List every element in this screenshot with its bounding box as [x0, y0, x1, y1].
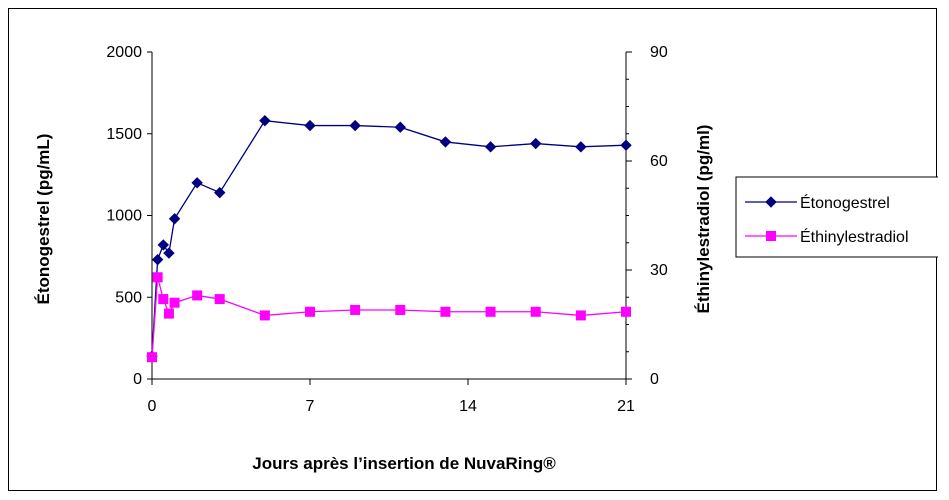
y-left-tick-label: 1500	[106, 126, 142, 143]
series-1-point	[530, 137, 542, 150]
series-1-point	[163, 247, 175, 259]
series-1-point	[484, 141, 497, 153]
series-2-point	[158, 294, 169, 305]
series-2-point	[350, 304, 361, 315]
legend-marker-2	[766, 231, 776, 241]
series-2-point	[305, 306, 315, 317]
y-right-tick-label: 90	[650, 44, 668, 61]
series-2-point	[214, 294, 225, 305]
series-2-point	[259, 310, 270, 321]
series-1-point	[349, 119, 361, 132]
series-2-point	[575, 310, 586, 321]
series-line-2	[151, 277, 627, 358]
series-2-point	[530, 306, 541, 317]
series-2-point	[163, 308, 174, 319]
legend: Étonogestrel Éthinylestradiol	[735, 176, 938, 258]
x-tick-label: 21	[617, 398, 635, 415]
series-1-point	[157, 239, 169, 251]
x-tick-label: 7	[306, 398, 315, 415]
series-1-point	[304, 119, 316, 132]
series-1-point	[575, 141, 587, 153]
y-right-tick-label: 60	[650, 153, 668, 170]
series-2-point	[395, 304, 406, 315]
y-left-tick-label: 0	[133, 371, 142, 388]
series-1-point	[191, 177, 203, 189]
y-left-tick-label: 500	[115, 289, 142, 306]
series-1-point	[214, 186, 226, 199]
series-2-point	[152, 272, 163, 283]
y-right-tick-label: 30	[650, 262, 668, 279]
axes-layer: 0 500 1000 1500 2000 0 30 60 90 0 7 14 21	[106, 44, 667, 415]
series-2-point	[440, 306, 451, 317]
series-2-point	[169, 297, 180, 308]
series-2-point	[621, 306, 631, 317]
y-axis-left-title: Étonogestrel (pg/mL)	[34, 134, 53, 305]
legend-marker-1	[765, 196, 777, 208]
series-layer	[146, 114, 632, 363]
series-2-point	[192, 290, 203, 301]
legend-items: Étonogestrel Éthinylestradiol	[745, 193, 909, 246]
series-2-point	[147, 352, 157, 363]
legend-box	[735, 176, 938, 258]
legend-label-2: Éthinylestradiol	[800, 227, 909, 246]
series-1-point	[620, 139, 632, 151]
y-left-tick-label: 1000	[106, 208, 142, 225]
x-tick-label: 0	[148, 398, 157, 415]
series-line-1	[151, 119, 627, 357]
chart-svg: 0 500 1000 1500 2000 0 30 60 90 0 7 14 21 Jours aprè…	[34, 44, 938, 473]
y-right-tick-label: 0	[650, 371, 659, 388]
chart-frame: 0 500 1000 1500 2000 0 30 60 90 0 7 14 21 Jours aprè…	[8, 8, 938, 491]
series-1-point	[439, 136, 452, 148]
y-axis-right-title: Éthinylestradiol (pg/ml)	[694, 125, 713, 314]
y-left-tick-label: 2000	[106, 44, 142, 61]
series-2-point	[485, 306, 496, 317]
series-1-point	[151, 253, 164, 266]
x-tick-label: 14	[459, 398, 477, 415]
series-1-point	[168, 213, 181, 225]
legend-label-1: Étonogestrel	[800, 193, 890, 212]
series-1-point	[394, 121, 406, 133]
series-1-point	[259, 114, 271, 127]
x-axis-title: Jours après l’insertion de NuvaRing®	[252, 454, 556, 473]
